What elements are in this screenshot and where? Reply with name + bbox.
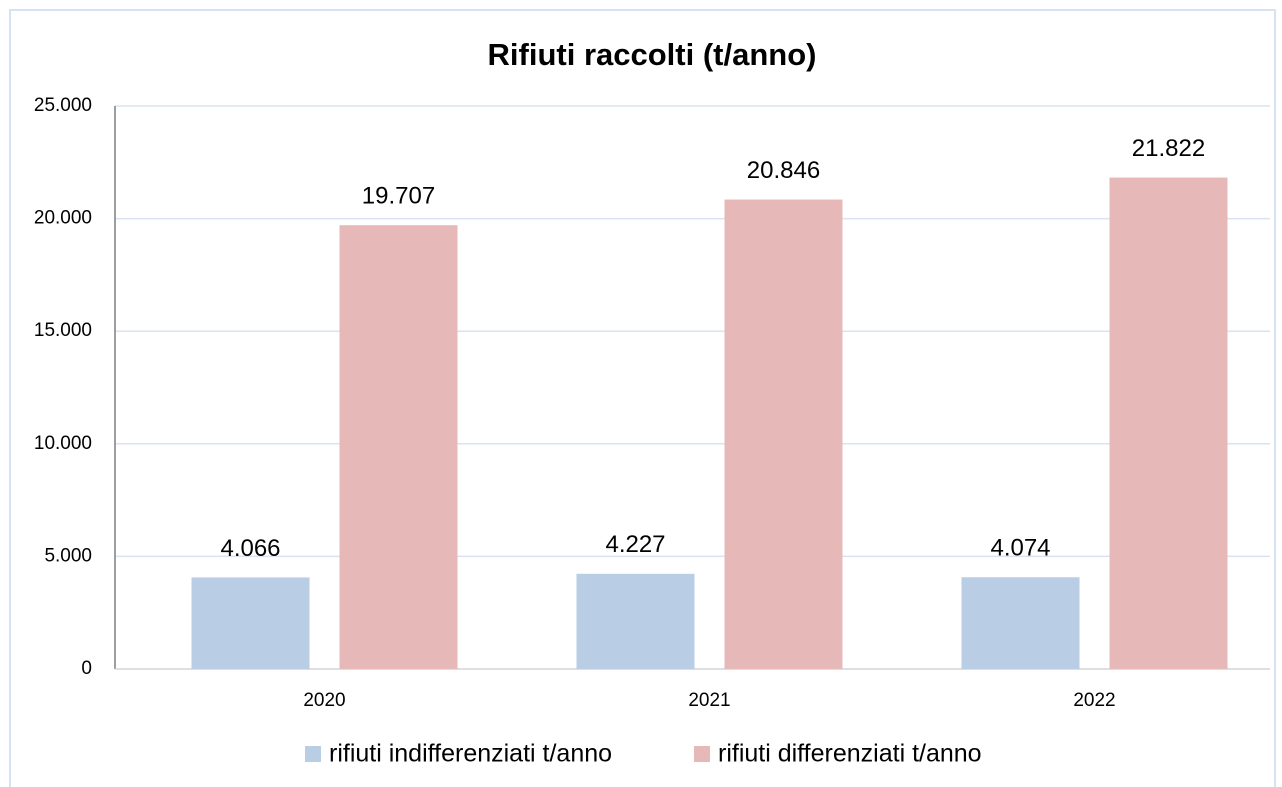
x-tick-label: 2021 bbox=[688, 690, 730, 711]
value-label: 4.074 bbox=[990, 535, 1050, 562]
y-tick-label: 10.000 bbox=[34, 433, 92, 454]
chart-title: Rifiuti raccolti (t/anno) bbox=[488, 37, 817, 72]
y-tick-label: 5.000 bbox=[44, 545, 92, 566]
x-tick-label: 2022 bbox=[1073, 690, 1115, 711]
value-label: 4.066 bbox=[220, 535, 280, 562]
bar bbox=[576, 573, 695, 669]
chart-border bbox=[9, 9, 1276, 787]
value-label: 4.227 bbox=[605, 531, 665, 558]
bar bbox=[724, 199, 843, 669]
x-tick-label: 2020 bbox=[303, 690, 345, 711]
legend-swatch bbox=[305, 746, 321, 762]
legend-label: rifiuti indifferenziati t/anno bbox=[329, 740, 612, 768]
y-tick-label: 25.000 bbox=[34, 95, 92, 116]
value-label: 19.707 bbox=[362, 183, 435, 210]
y-tick-label: 20.000 bbox=[34, 208, 92, 229]
bar bbox=[339, 225, 458, 669]
y-tick-label: 0 bbox=[81, 658, 92, 679]
y-tick-label: 15.000 bbox=[34, 320, 92, 341]
legend-swatch bbox=[694, 746, 710, 762]
value-label: 20.846 bbox=[747, 157, 820, 184]
bar bbox=[1109, 177, 1228, 670]
bar bbox=[961, 577, 1080, 669]
legend-label: rifiuti differenziati t/anno bbox=[718, 740, 982, 768]
value-label: 21.822 bbox=[1132, 135, 1205, 162]
bar bbox=[191, 577, 310, 669]
